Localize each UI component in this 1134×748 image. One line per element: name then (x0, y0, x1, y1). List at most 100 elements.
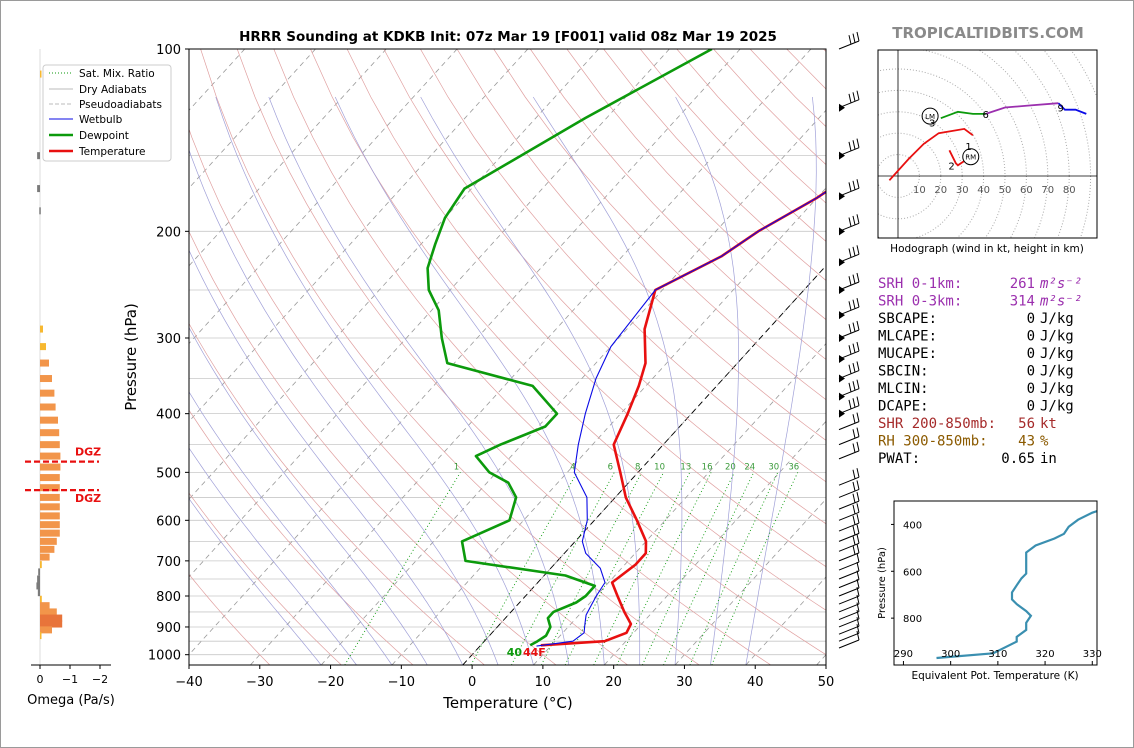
hodograph-ring-label: 30 (956, 185, 969, 196)
wind-barb (838, 602, 860, 621)
legend-wetbulb: Wetbulb (79, 114, 123, 126)
theta-e-ylabel: Pressure (hPa) (877, 547, 888, 619)
hodograph-height-label: 2 (948, 161, 954, 172)
mixing-ratio-line (711, 472, 799, 665)
theta-e-x-tick-label: 300 (941, 649, 960, 660)
isotherm (189, 49, 316, 189)
wind-barb (838, 578, 860, 597)
pseudoadiabat (745, 96, 817, 665)
omega-bar (40, 429, 60, 437)
x-tick-label: 20 (605, 675, 622, 690)
dry-adiabat (530, 49, 826, 360)
omega-bar (40, 614, 63, 622)
dry-adiabat (236, 49, 771, 665)
omega-tick-1: −1 (62, 673, 78, 686)
isotherm (189, 49, 458, 345)
pseudoadiabat (215, 96, 534, 665)
wind-barb (838, 570, 860, 589)
omega-bar (40, 537, 57, 545)
omega-bar (40, 452, 61, 460)
theta-e-panel: 290 300 310 320 330 400 600 800 (891, 509, 1102, 665)
index-value: 0 (1027, 381, 1035, 397)
y-axis-label: Pressure (hPa) (122, 303, 140, 411)
omega-bar (40, 503, 60, 511)
dry-adiabat (273, 49, 826, 656)
index-unit: m²s⁻² (1039, 294, 1082, 310)
wind-barb (838, 320, 860, 342)
wind-barb (838, 379, 860, 401)
dry-adiabat (310, 49, 826, 611)
wind-barb (838, 534, 860, 552)
hodograph-height-label: 1 (965, 142, 971, 153)
y-tick-label: 1000 (148, 649, 181, 664)
wind-barb (838, 341, 860, 364)
dry-adiabat (189, 409, 414, 665)
isotherm (462, 265, 826, 665)
skewt-frame (188, 48, 827, 666)
wind-barb (838, 552, 860, 571)
theta-e-y-tick-label: 800 (903, 614, 922, 625)
hodograph-segment (948, 149, 965, 167)
index-label: SBCAPE: (878, 311, 937, 327)
pseudoadiabat (189, 497, 322, 665)
theta-e-line (936, 509, 1097, 660)
y-tick-label: 400 (156, 408, 181, 423)
mixing-ratio-line (616, 472, 712, 665)
x-tick-label: 40 (747, 675, 764, 690)
hodograph-ring-label: 50 (999, 185, 1012, 196)
mixing-ratio-label: 36 (788, 462, 799, 472)
omega-bar (40, 441, 60, 449)
index-label: SRH 0-1km: (878, 276, 962, 292)
omega-bar (40, 632, 42, 640)
x-tick-label: 50 (818, 675, 835, 690)
theta-e-x-tick-label: 290 (894, 649, 913, 660)
omega-tick-2: −2 (92, 673, 108, 686)
omega-bar (40, 70, 42, 78)
mixing-ratio-label: 16 (702, 462, 713, 472)
pseudoadiabat (189, 148, 499, 665)
mixing-ratio-label: 24 (744, 462, 755, 472)
y-tick-label: 200 (156, 225, 181, 240)
omega-bar (40, 359, 49, 367)
index-value: 0 (1027, 364, 1035, 380)
y-tick-label: 800 (156, 590, 181, 605)
omega-bar (37, 575, 40, 583)
omega-bar (37, 185, 40, 193)
hodograph-ring-label: 70 (1041, 185, 1054, 196)
wind-barb (838, 138, 860, 160)
omega-bar (40, 620, 63, 628)
omega-bar (38, 568, 40, 576)
isotherm (189, 49, 387, 267)
mixing-ratio-line (511, 472, 615, 665)
hodograph-segment (940, 110, 986, 120)
dry-adiabat (346, 49, 826, 568)
x-tick-label: −10 (388, 675, 415, 690)
omega-bar (40, 484, 60, 492)
index-label: SRH 0-3km: (878, 294, 962, 310)
omega-bar (40, 493, 60, 501)
mixing-ratio-label: 30 (768, 462, 779, 472)
omega-bar (40, 512, 60, 520)
wind-barb (838, 272, 860, 295)
dry-adiabat (420, 49, 826, 483)
theta-e-x-tick-label: 320 (1036, 649, 1055, 660)
mixing-ratio-line (344, 472, 461, 665)
hodograph-segment (985, 102, 1059, 115)
hodograph-segment (888, 127, 974, 181)
theta-e-x-tick-label: 310 (988, 649, 1007, 660)
wind-barb (838, 361, 860, 383)
isotherm (603, 420, 826, 665)
hodograph-height-label: 9 (1057, 104, 1063, 115)
index-unit: kt (1040, 416, 1057, 432)
omega-bar (40, 602, 50, 610)
index-unit: J/kg (1040, 346, 1074, 362)
wind-barb (838, 492, 860, 510)
y-tick-label: 300 (156, 332, 181, 347)
isotherm (189, 49, 670, 578)
mixing-ratio-label: 8 (635, 462, 640, 472)
omega-bar (40, 626, 52, 634)
x-tick-label: 0 (468, 675, 476, 690)
index-label: DCAPE: (878, 399, 929, 415)
surface-dewpoint-f: 40 (507, 646, 523, 659)
